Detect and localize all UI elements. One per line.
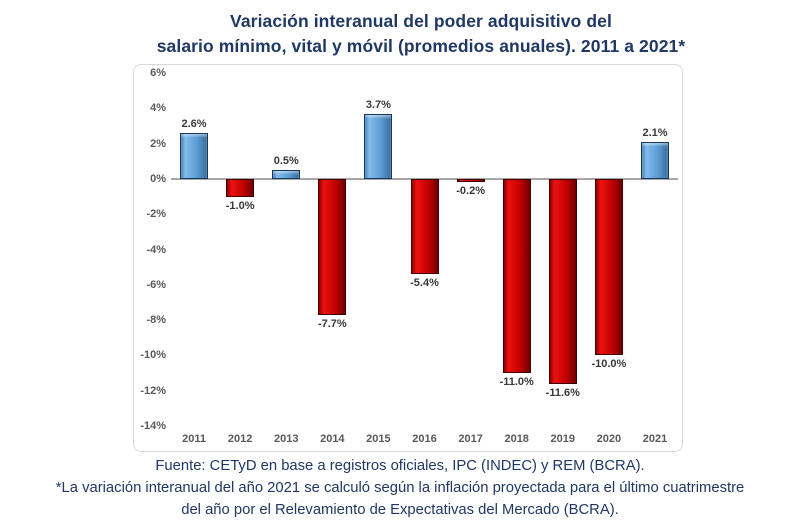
y-tick-label: -14%: [140, 420, 166, 432]
bar-value-label: -11.0%: [499, 376, 534, 389]
footnote-line1: *La variación interanual del año 2021 se…: [55, 480, 745, 496]
bar-value-label: -5.4%: [410, 277, 439, 290]
bar-group-2016: -5.4%: [401, 73, 447, 426]
x-tick-label-2014: 2014: [320, 433, 345, 445]
bar-group-2017: -0.2%: [448, 73, 494, 426]
y-axis: 6% 4% 2% 0% -2% -4% -6% -8% -10% -12% -14%: [134, 67, 171, 432]
bar-2016: [410, 178, 439, 275]
bar-2014: [318, 178, 347, 315]
x-tick-label-2012: 2012: [227, 433, 253, 445]
bar-2018: [502, 178, 531, 374]
bar-group-2020: -10.0%: [586, 73, 632, 426]
bar-value-label: -7.7%: [317, 317, 347, 330]
x-tick-label-2021: 2021: [642, 433, 668, 445]
x-tick-label-2020: 2020: [596, 433, 622, 445]
y-tick-label: -4%: [146, 243, 166, 256]
footnote-line2: del año por el Relevamiento de Expectati…: [181, 502, 619, 518]
chart-title-line2: salario mínimo, vital y móvil (promedios…: [156, 36, 686, 56]
chart-title-line1: Variación interanual del poder adquisiti…: [230, 11, 612, 31]
bar-series: 2.6% -1.0% 0.5% -7.7% 3.7% -5.4% -0.2% -11.0% -1…: [171, 73, 678, 426]
x-tick-label-2015: 2015: [366, 433, 391, 445]
bar-2011: [180, 133, 209, 179]
bar-group-2015: 3.7%: [355, 73, 401, 426]
bar-2019: [548, 178, 577, 384]
x-tick-label-2018: 2018: [504, 433, 529, 445]
bar-group-2011: 2.6%: [171, 73, 217, 426]
bar-group-2013: 0.5%: [263, 73, 309, 426]
x-tick-label-2016: 2016: [412, 433, 437, 445]
bar-2020: [594, 178, 623, 356]
bar-value-label: -11.6%: [545, 386, 580, 399]
chart-title: Variación interanual del poder adquisiti…: [21, 0, 800, 59]
x-axis: 2011 2012 2013 2014 2015 2016 2017 2018 2019 2020…: [171, 426, 678, 445]
y-tick-label: 6%: [150, 67, 166, 79]
x-tick-label-2019: 2019: [550, 433, 576, 445]
y-tick-label: 0%: [150, 172, 166, 185]
bar-value-label: -0.2%: [456, 185, 485, 198]
y-tick-label: -8%: [146, 314, 166, 327]
bar-value-label: -1.0%: [225, 199, 255, 212]
bar-2015: [364, 113, 393, 179]
source-line: Fuente: CETyD en base a registros oficia…: [155, 458, 645, 474]
bar-2021: [640, 141, 669, 179]
bar-value-label: -10.0%: [591, 358, 627, 371]
bar-group-2012: -1.0%: [217, 73, 263, 426]
y-tick-label: 2%: [150, 137, 166, 150]
x-tick-label-2017: 2017: [458, 433, 483, 445]
bar-2012: [226, 178, 255, 197]
bars-region: 2.6% -1.0% 0.5% -7.7% 3.7% -5.4% -0.2% -11.0% -1…: [171, 73, 678, 426]
y-tick-label: -12%: [140, 384, 166, 397]
bar-value-label: 2.6%: [181, 118, 207, 131]
bar-value-label: 2.1%: [642, 126, 668, 139]
source-note: Fuente: CETyD en base a registros oficia…: [0, 455, 800, 521]
bar-group-2021: 2.1%: [632, 73, 678, 426]
y-tick-label: -10%: [140, 349, 166, 362]
bar-group-2019: -11.6%: [540, 73, 586, 426]
y-tick-label: -6%: [146, 278, 166, 291]
y-tick-label: -2%: [146, 208, 166, 221]
bar-group-2014: -7.7%: [309, 73, 355, 426]
bar-group-2018: -11.0%: [494, 73, 540, 426]
chart-area: 6% 4% 2% 0% -2% -4% -6% -8% -10% -12% -14% 2.6% -1.…: [133, 64, 683, 452]
plot-area: 6% 4% 2% 0% -2% -4% -6% -8% -10% -12% -14% 2.6% -1.…: [134, 67, 682, 432]
bar-2017: [456, 178, 485, 183]
y-tick-label: 4%: [150, 102, 166, 115]
x-tick-label-2011: 2011: [182, 433, 206, 445]
bar-value-label: 0.5%: [273, 155, 299, 168]
bar-2013: [272, 170, 301, 179]
bar-value-label: 3.7%: [365, 98, 391, 111]
x-tick-label-2013: 2013: [273, 433, 299, 445]
